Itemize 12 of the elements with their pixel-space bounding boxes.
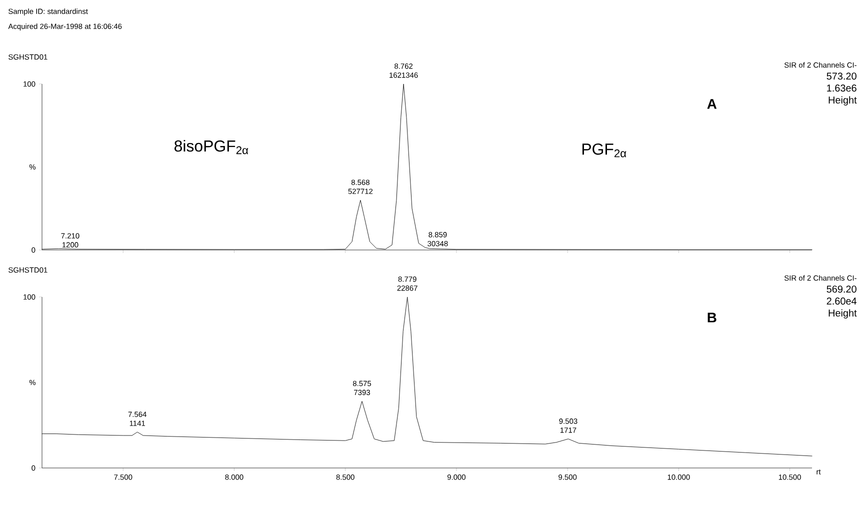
text: Height xyxy=(828,309,857,319)
annotation: 8isoPGF$_{2α}$ xyxy=(174,140,248,154)
annotation: A xyxy=(707,99,717,109)
text: 569.20 xyxy=(826,286,856,293)
annotation: PGF$_{2α}$ xyxy=(582,143,626,158)
text: 1.63e6 xyxy=(827,84,856,92)
line-series xyxy=(42,84,812,250)
line-series xyxy=(42,296,812,456)
text: 573.20 xyxy=(826,72,856,80)
annotation: B xyxy=(708,312,716,322)
text: 2.60e4 xyxy=(826,298,857,305)
text: Height xyxy=(828,96,857,106)
